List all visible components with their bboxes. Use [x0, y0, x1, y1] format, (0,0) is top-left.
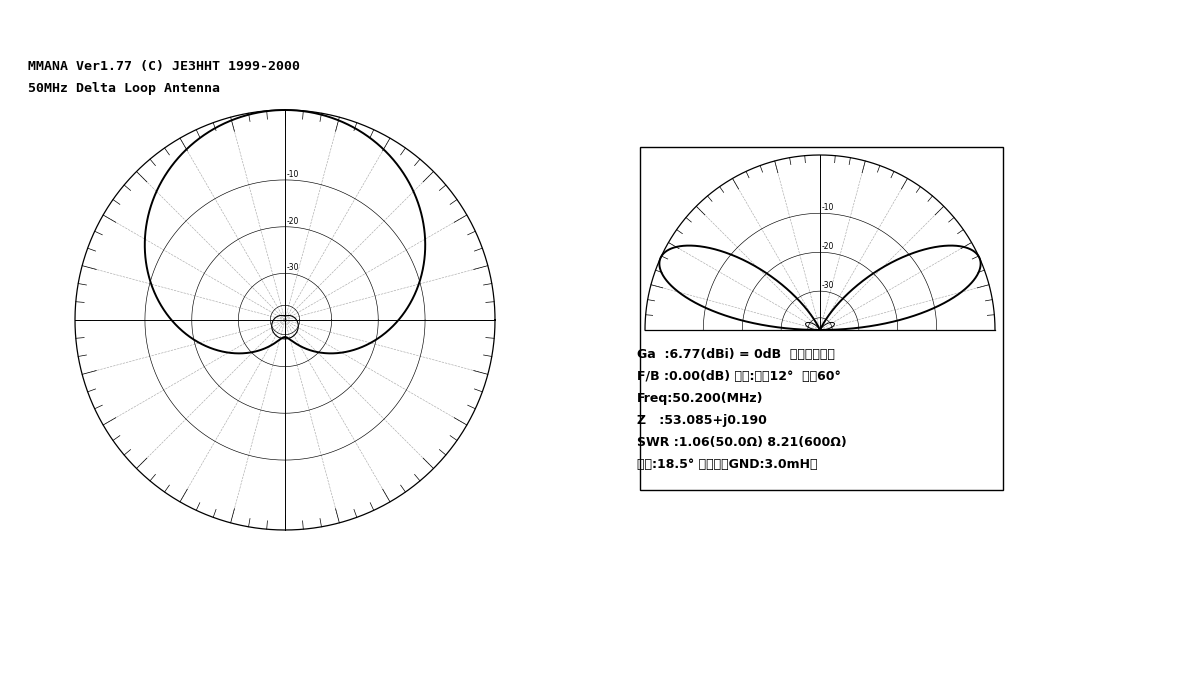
Text: 仰角:18.5° （リアルGND:3.0mH）: 仰角:18.5° （リアルGND:3.0mH）	[637, 458, 817, 471]
Text: MMANA Ver1.77 (C) JE3HHT 1999-2000: MMANA Ver1.77 (C) JE3HHT 1999-2000	[28, 60, 300, 73]
Text: Z   :53.085+j0.190: Z :53.085+j0.190	[637, 414, 767, 427]
Text: -20: -20	[287, 217, 299, 226]
Text: -10: -10	[822, 204, 834, 212]
Text: SWR :1.06(50.0Ω) 8.21(600Ω): SWR :1.06(50.0Ω) 8.21(600Ω)	[637, 436, 847, 449]
Text: F/B :0.00(dB) 後方:水平12°  垂直60°: F/B :0.00(dB) 後方:水平12° 垂直60°	[637, 370, 841, 383]
Text: Freq:50.200(MHz): Freq:50.200(MHz)	[637, 392, 763, 405]
Text: -10: -10	[287, 170, 299, 179]
Text: -30: -30	[822, 281, 834, 290]
Text: -20: -20	[822, 242, 834, 251]
Text: -30: -30	[287, 264, 300, 272]
Text: Ga  :6.77(dBi) = 0dB  （水平偏波）: Ga :6.77(dBi) = 0dB （水平偏波）	[637, 348, 835, 361]
Text: 50MHz Delta Loop Antenna: 50MHz Delta Loop Antenna	[28, 82, 220, 95]
